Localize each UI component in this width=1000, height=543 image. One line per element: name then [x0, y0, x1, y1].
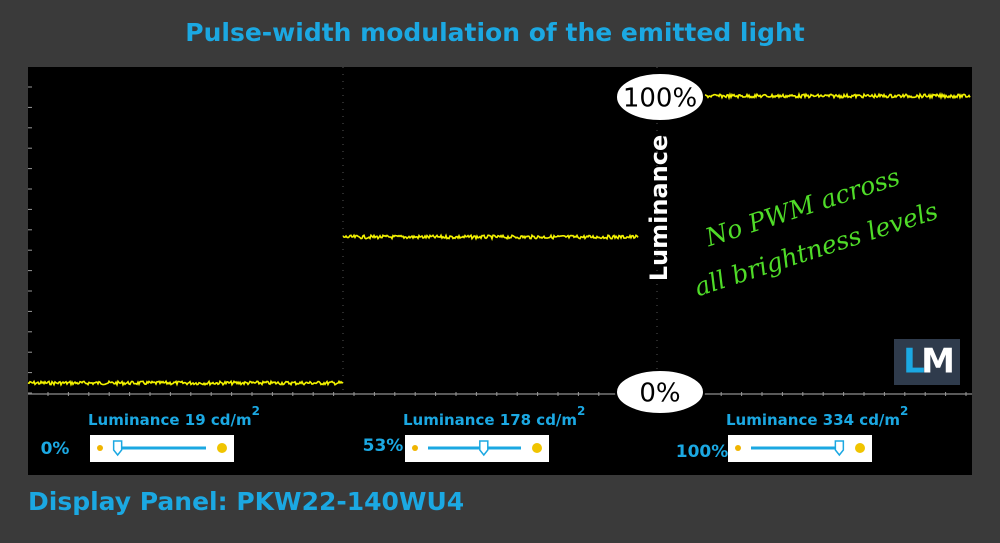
brightness-label: 100% [676, 442, 729, 462]
bright-icon [217, 443, 227, 453]
label-oval [615, 72, 705, 122]
dim-icon [97, 445, 103, 451]
top-label: 100% [623, 84, 697, 114]
logo-box [894, 339, 960, 385]
slider-knob [834, 440, 845, 457]
ticks [28, 86, 967, 396]
bright-icon [532, 443, 542, 453]
logo-m: M [921, 342, 955, 382]
luminance-label: Luminance 334 cd/m2 [726, 404, 908, 429]
scope-screen [28, 67, 972, 475]
dim-icon [412, 445, 418, 451]
bottom-label: 0% [639, 379, 680, 409]
trace [704, 91, 971, 101]
trace [342, 233, 639, 242]
traces [27, 91, 971, 387]
axis-label: Luminance [645, 135, 673, 281]
luminance-label: Luminance 178 cd/m2 [403, 404, 585, 429]
trace [27, 379, 344, 387]
slider-knob [479, 440, 489, 457]
logo-l: L [903, 342, 925, 382]
title: Pulse-width modulation of the emitted li… [185, 18, 804, 47]
slider-knob [112, 440, 123, 457]
brightness-label: 53% [363, 436, 404, 456]
footer: Display Panel: PKW22-140WU4 [28, 487, 464, 516]
label-oval [615, 369, 705, 415]
dim-icon [735, 445, 741, 451]
luminance-label: Luminance 19 cd/m2 [88, 404, 260, 429]
brightness-label: 0% [41, 439, 70, 459]
bright-icon [855, 443, 865, 453]
